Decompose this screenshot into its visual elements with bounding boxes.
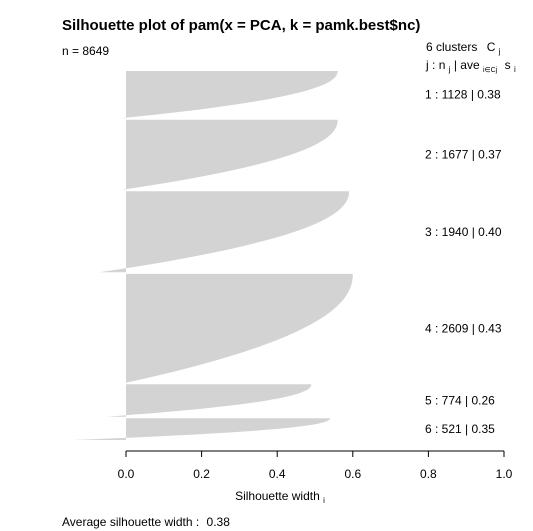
columns-header-ave: ave bbox=[460, 58, 480, 72]
cluster-label-2: 2 : 1677 | 0.37 bbox=[425, 148, 502, 162]
cluster-label-3: 3 : 1940 | 0.40 bbox=[425, 225, 502, 239]
columns-header-s-sub: i bbox=[514, 65, 516, 74]
x-axis-label-text: Silhouette width bbox=[235, 489, 320, 503]
columns-header-n: n bbox=[439, 58, 446, 72]
silhouette-cluster-1 bbox=[122, 71, 338, 119]
silhouette-bars bbox=[73, 71, 353, 440]
cluster-labels: 1 : 1128 | 0.38 2 : 1677 | 0.37 3 : 1940 |… bbox=[425, 88, 502, 437]
cluster-label-4: 4 : 2609 | 0.43 bbox=[425, 321, 502, 335]
clusters-header: 6 clusters C j bbox=[426, 40, 501, 56]
average-silhouette: Average silhouette width : 0.38 bbox=[62, 515, 230, 529]
cluster-label-1: 1 : 1128 | 0.38 bbox=[425, 88, 501, 102]
columns-header-n-sub: j bbox=[448, 65, 451, 74]
columns-header-ave-sub: i∈Cj bbox=[483, 67, 498, 74]
x-tick-label: 0.2 bbox=[193, 467, 210, 481]
silhouette-cluster-2 bbox=[122, 119, 338, 190]
x-tick-label: 0.8 bbox=[420, 467, 437, 481]
x-tick-label: 0.6 bbox=[344, 467, 361, 481]
chart-title: Silhouette plot of pam(x = PCA, k = pamk… bbox=[62, 17, 420, 34]
x-tick-label: 0.4 bbox=[269, 467, 286, 481]
average-value: 0.38 bbox=[207, 515, 231, 529]
n-label: n = 8649 bbox=[62, 44, 109, 58]
silhouette-cluster-3 bbox=[99, 191, 349, 273]
clusters-header-symbol: C bbox=[487, 40, 496, 54]
x-tick-label: 0.0 bbox=[118, 467, 135, 481]
silhouette-cluster-4 bbox=[126, 273, 353, 383]
average-label: Average silhouette width : bbox=[62, 515, 199, 529]
x-axis-label-sub: i bbox=[323, 496, 325, 505]
columns-header: j : n j | ave i∈Cj s i bbox=[425, 58, 516, 75]
x-axis-label: Silhouette width i bbox=[235, 489, 325, 505]
x-axis-ticks: 0.0 0.2 0.4 0.6 0.8 1.0 bbox=[118, 451, 513, 481]
cluster-label-6: 6 : 521 | 0.35 bbox=[425, 422, 495, 436]
clusters-header-subscript: j bbox=[498, 47, 501, 56]
clusters-header-count: 6 clusters bbox=[426, 40, 477, 54]
cluster-label-5: 5 : 774 | 0.26 bbox=[425, 394, 495, 408]
columns-header-j: j bbox=[425, 58, 429, 72]
columns-header-s: s bbox=[505, 58, 511, 72]
silhouette-cluster-5 bbox=[107, 384, 312, 417]
x-tick-label: 1.0 bbox=[496, 467, 513, 481]
silhouette-cluster-6 bbox=[73, 418, 331, 440]
